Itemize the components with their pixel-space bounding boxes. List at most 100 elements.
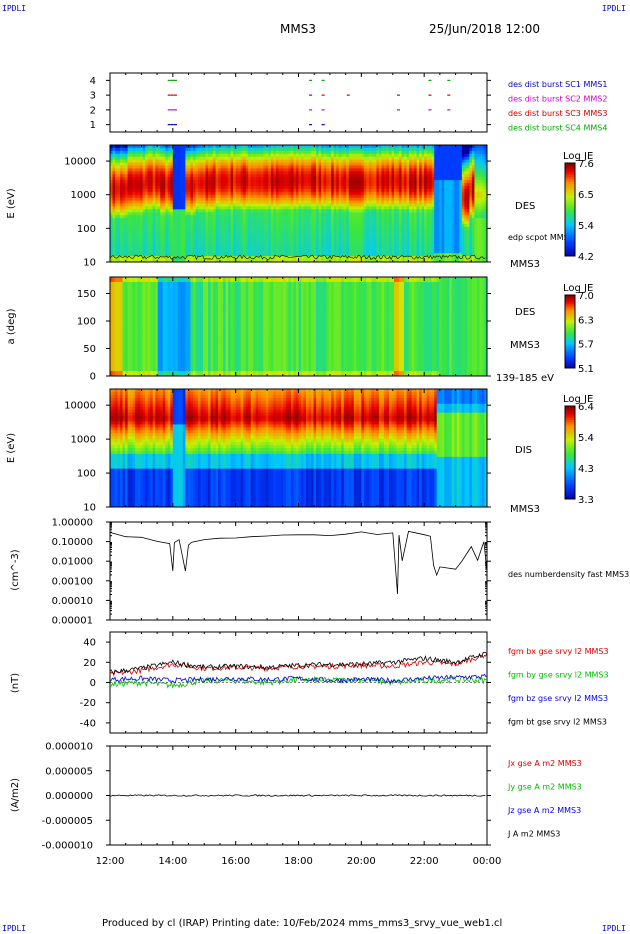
des-energy-heatmap-cell bbox=[404, 229, 407, 234]
des-energy-heatmap-cell bbox=[117, 165, 121, 169]
des-energy-heatmap-cell bbox=[200, 191, 204, 196]
des-energy-heatmap-cell bbox=[152, 177, 156, 181]
des-energy-heatmap-cell bbox=[283, 156, 287, 161]
des-energy-heatmap-cell bbox=[386, 180, 390, 184]
des-energy-heatmap-cell bbox=[230, 203, 234, 207]
des-energy-heatmap-cell bbox=[208, 159, 211, 163]
des-energy-heatmap-cell bbox=[170, 197, 174, 201]
des-energy-heatmap-cell bbox=[150, 244, 154, 248]
des-energy-heatmap-cell bbox=[155, 150, 159, 155]
des-energy-heatmap-cell bbox=[172, 241, 176, 245]
des-energy-heatmap-cell bbox=[137, 226, 141, 231]
des-energy-heatmap-cell bbox=[343, 209, 347, 213]
des-energy-heatmap-cell bbox=[155, 241, 159, 245]
des-energy-heatmap-cell bbox=[140, 221, 144, 225]
des-energy-heatmap-cell bbox=[147, 259, 151, 263]
des-energy-heatmap-cell bbox=[270, 145, 274, 149]
des-energy-heatmap-cell bbox=[308, 238, 312, 242]
des-energy-heatmap-cell bbox=[326, 147, 330, 152]
des-energy-heatmap-cell bbox=[182, 145, 186, 149]
des-energy-heatmap-cell bbox=[248, 241, 252, 245]
des-energy-heatmap-cell bbox=[363, 226, 367, 231]
des-energy-heatmap-cell bbox=[223, 235, 227, 239]
des-energy-heatmap-cell bbox=[162, 188, 166, 193]
des-energy-heatmap-cell bbox=[243, 150, 247, 155]
des-energy-heatmap-cell bbox=[270, 156, 274, 161]
des-energy-heatmap-cell bbox=[243, 200, 247, 204]
des-energy-heatmap-cell bbox=[205, 194, 209, 199]
des-energy-heatmap-cell bbox=[162, 156, 166, 161]
des-energy-heatmap-cell bbox=[145, 156, 149, 161]
des-energy-heatmap-cell bbox=[197, 223, 201, 228]
des-energy-heatmap-cell bbox=[177, 150, 181, 155]
des-energy-heatmap-cell bbox=[152, 250, 156, 254]
des-energy-heatmap-cell bbox=[328, 171, 332, 175]
des-energy-heatmap-cell bbox=[275, 223, 279, 228]
des-energy-heatmap-cell bbox=[303, 256, 307, 260]
des-energy-heatmap-cell bbox=[122, 165, 126, 169]
des-energy-heatmap-cell bbox=[378, 256, 382, 260]
des-energy-heatmap-cell bbox=[301, 235, 304, 239]
des-energy-heatmap-cell bbox=[399, 215, 402, 219]
des-energy-heatmap-cell bbox=[213, 177, 216, 181]
des-energy-heatmap-cell bbox=[338, 229, 342, 234]
des-energy-heatmap-cell bbox=[228, 223, 232, 228]
des-energy-heatmap-cell bbox=[162, 218, 166, 222]
des-energy-heatmap-cell bbox=[406, 221, 410, 225]
des-energy-heatmap-cell bbox=[378, 212, 382, 216]
des-energy-heatmap-cell bbox=[137, 247, 141, 251]
des-energy-heatmap-cell bbox=[348, 250, 352, 254]
des-energy-heatmap-cell bbox=[275, 200, 279, 204]
des-energy-heatmap-cell bbox=[363, 212, 367, 216]
des-energy-heatmap-cell bbox=[321, 253, 325, 257]
des-energy-heatmap-cell bbox=[295, 200, 299, 204]
des-energy-heatmap-cell bbox=[235, 145, 239, 149]
des-energy-heatmap-cell bbox=[280, 165, 284, 169]
des-energy-heatmap-cell bbox=[258, 259, 262, 263]
des-energy-heatmap-cell bbox=[363, 153, 367, 158]
des-energy-heatmap-cell bbox=[142, 253, 146, 257]
des-energy-heatmap-cell bbox=[190, 253, 194, 257]
des-energy-heatmap-cell bbox=[157, 215, 161, 219]
des-energy-heatmap-cell bbox=[353, 147, 357, 152]
des-energy-heatmap-cell bbox=[235, 221, 239, 225]
des-energy-heatmap-cell bbox=[401, 168, 405, 172]
des-energy-heatmap-cell bbox=[371, 215, 375, 219]
des-energy-heatmap-cell bbox=[409, 180, 412, 184]
des-energy-heatmap-cell bbox=[155, 229, 159, 234]
des-energy-heatmap-cell bbox=[288, 180, 292, 184]
des-energy-heatmap-cell bbox=[130, 212, 134, 216]
des-energy-heatmap-cell bbox=[115, 215, 118, 219]
des-energy-heatmap-cell bbox=[120, 153, 123, 158]
des-energy-heatmap-cell bbox=[303, 232, 307, 237]
des-energy-heatmap-cell bbox=[135, 244, 139, 248]
des-energy-heatmap-cell bbox=[197, 259, 201, 263]
des-energy-heatmap-cell bbox=[316, 241, 319, 245]
des-energy-heatmap-cell bbox=[288, 145, 292, 149]
des-energy-heatmap-cell bbox=[215, 153, 219, 158]
des-energy-heatmap-cell bbox=[245, 223, 249, 228]
des-energy-heatmap-cell bbox=[142, 259, 146, 263]
des-energy-heatmap-cell bbox=[303, 185, 307, 190]
des-energy-heatmap-cell bbox=[411, 232, 415, 237]
des-energy-heatmap-cell bbox=[316, 156, 319, 161]
des-energy-heatmap-cell bbox=[208, 223, 211, 228]
des-energy-heatmap-cell bbox=[250, 200, 254, 204]
des-energy-heatmap-cell bbox=[280, 197, 284, 201]
des-energy-heatmap-cell bbox=[202, 235, 206, 239]
des-energy-heatmap-cell bbox=[301, 183, 304, 187]
des-energy-heatmap-cell bbox=[406, 238, 410, 242]
des-energy-heatmap-cell bbox=[280, 250, 284, 254]
des-energy-heatmap-cell bbox=[218, 206, 221, 210]
des-energy-heatmap-cell bbox=[388, 232, 392, 237]
des-energy-heatmap-cell bbox=[258, 185, 262, 190]
des-energy-heatmap-cell bbox=[165, 194, 169, 199]
des-energy-heatmap-cell bbox=[243, 209, 247, 213]
des-energy-heatmap-cell bbox=[308, 206, 312, 210]
des-energy-heatmap-cell bbox=[363, 206, 367, 210]
des-energy-heatmap-cell bbox=[301, 212, 304, 216]
des-energy-heatmap-cell bbox=[258, 183, 262, 187]
des-energy-heatmap-cell bbox=[396, 200, 400, 204]
des-energy-heatmap-cell bbox=[245, 194, 249, 199]
des-energy-heatmap-cell bbox=[235, 162, 239, 166]
